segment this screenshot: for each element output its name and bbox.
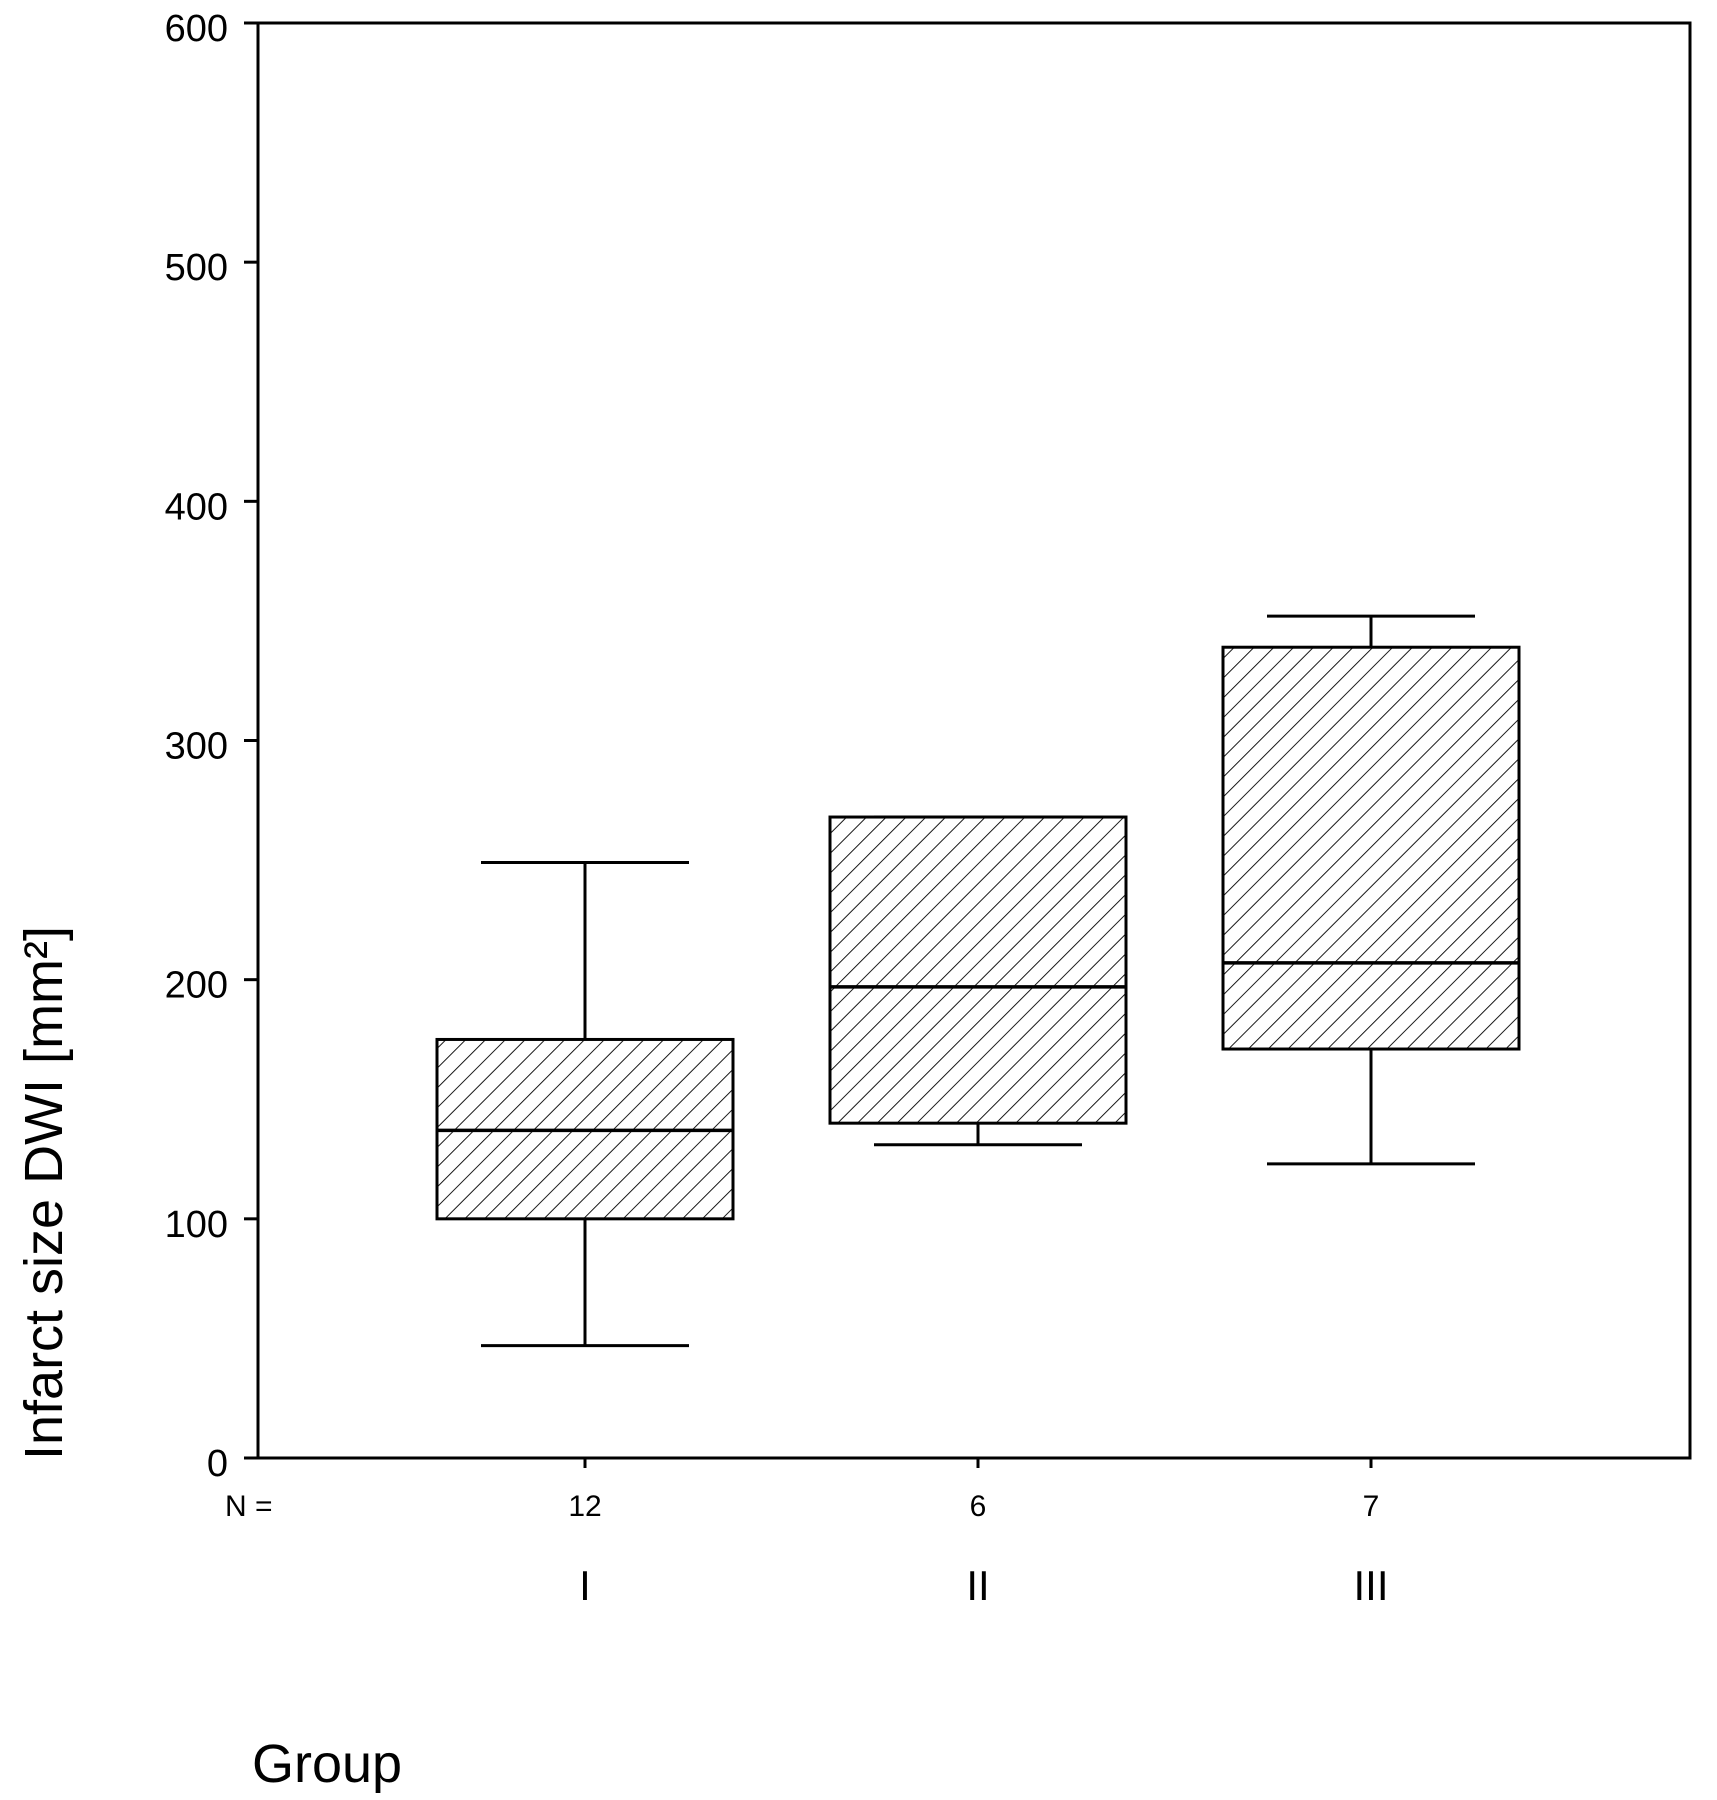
y-axis-title: Infarct size DWI [mm²] <box>14 926 74 1460</box>
box-group-I <box>435 860 735 1348</box>
y-tick-label: 300 <box>165 726 228 768</box>
box-series <box>435 614 1521 1348</box>
y-tick-label: 100 <box>165 1204 228 1246</box>
box-group-II <box>828 815 1128 1147</box>
group-label: I <box>579 1562 591 1609</box>
n-count-label: 7 <box>1363 1490 1380 1523</box>
iqr-box <box>1221 645 1521 1051</box>
y-axis: 0 100 200 300 400 500 600 <box>165 8 258 1485</box>
group-label: II <box>966 1562 989 1609</box>
n-prefix-label: N = <box>225 1490 273 1523</box>
y-tick-label: 500 <box>165 247 228 289</box>
y-tick-label: 600 <box>165 8 228 50</box>
x-axis-title: Group <box>252 1734 402 1794</box>
group-label: III <box>1353 1562 1388 1609</box>
y-tick-label: 400 <box>165 486 228 528</box>
n-count-label: 6 <box>970 1490 987 1523</box>
x-axis: 12 I 6 II 7 III <box>568 1458 1389 1609</box>
iqr-box <box>828 815 1128 1125</box>
y-tick-label: 0 <box>207 1443 228 1485</box>
n-count-label: 12 <box>568 1490 601 1523</box>
y-tick-label: 200 <box>165 965 228 1007</box>
box-group-III <box>1221 614 1521 1166</box>
